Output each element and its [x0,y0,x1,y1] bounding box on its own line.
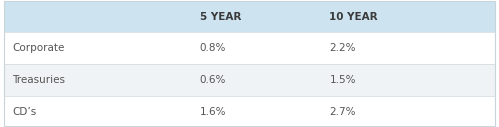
Text: 2.2%: 2.2% [329,43,356,53]
Bar [4,96,495,127]
Bar [4,64,495,96]
Bar [4,32,495,64]
Text: 0.6%: 0.6% [200,75,226,85]
Text: 0.8%: 0.8% [200,43,226,53]
Text: 10 YEAR: 10 YEAR [329,12,378,22]
Text: CD’s: CD’s [12,107,37,117]
Bar [4,1,495,32]
Text: Corporate: Corporate [12,43,65,53]
Text: Treasuries: Treasuries [12,75,65,85]
Text: 5 YEAR: 5 YEAR [200,12,241,22]
Text: 1.5%: 1.5% [329,75,356,85]
Text: 1.6%: 1.6% [200,107,226,117]
Text: 2.7%: 2.7% [329,107,356,117]
